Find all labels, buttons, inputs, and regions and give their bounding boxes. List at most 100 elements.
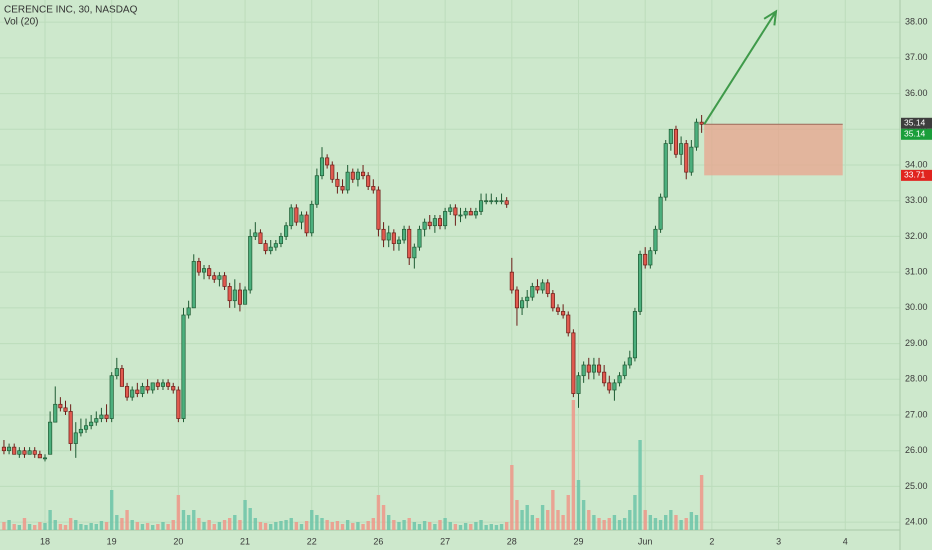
volume-bar (17, 525, 22, 530)
volume-bar (525, 505, 529, 530)
candle-body (617, 375, 622, 384)
volume-bar (581, 500, 586, 530)
volume-bar (351, 523, 355, 530)
volume-bar (602, 520, 606, 530)
candle-body (381, 228, 386, 241)
volume-bar (166, 524, 170, 530)
volume-bar (592, 515, 596, 530)
candle-body (155, 382, 160, 387)
candle-body (294, 207, 299, 223)
volume-bar (402, 520, 406, 530)
candle-body (453, 207, 458, 216)
volume-bar (684, 518, 688, 530)
candle-body (140, 386, 145, 394)
x-tick-label: 29 (573, 536, 583, 546)
candle-body (689, 146, 694, 173)
candle-body (73, 432, 78, 444)
candle-body (258, 232, 263, 244)
candle-body (694, 121, 699, 148)
volume-bar (43, 523, 47, 530)
candle-body (643, 253, 648, 266)
entry-badge (901, 128, 932, 140)
volume-bar (335, 521, 340, 530)
volume-bar (622, 518, 627, 530)
volume-bar (243, 500, 247, 530)
volume-bar (520, 510, 524, 530)
x-tick-label: 2 (709, 536, 714, 546)
candle-body (196, 261, 201, 273)
volume-bar (151, 525, 155, 530)
candle-body (520, 300, 525, 309)
volume-bar (84, 525, 88, 530)
volume-bar (7, 520, 11, 530)
volume-bar (12, 524, 16, 530)
volume-bar (612, 515, 617, 530)
candle-body (263, 243, 268, 252)
candle-body (576, 375, 581, 394)
volume-bar (171, 520, 175, 530)
volume-bar (33, 525, 37, 530)
volume-bar (53, 520, 57, 530)
volume-bar (376, 495, 381, 530)
candle-body (361, 171, 366, 177)
candle-body (109, 375, 114, 419)
candle-body (504, 200, 509, 205)
candle-body (119, 368, 124, 387)
volume-bar (186, 515, 191, 530)
volume-bar (202, 522, 206, 530)
volume-bar (664, 515, 668, 530)
volume-bar (453, 524, 458, 530)
volume-bar (310, 510, 314, 530)
candle-body (289, 207, 294, 227)
candle-body (632, 311, 637, 359)
volume-bar (381, 505, 386, 530)
volume-bar (294, 522, 299, 530)
volume-bar (356, 522, 360, 530)
candle-body (7, 446, 12, 452)
volume-bar (438, 520, 442, 530)
candle-body (217, 275, 222, 280)
candle-body (561, 311, 566, 316)
candle-body (191, 261, 196, 309)
volume-bar (694, 515, 699, 530)
candle-body (27, 450, 32, 455)
candle-body (627, 357, 632, 366)
volume-bar (125, 510, 129, 530)
candle-body (484, 200, 489, 203)
candle-body (530, 286, 535, 298)
candle-body (437, 218, 443, 227)
volume-bar (571, 400, 576, 530)
volume-bar (428, 522, 432, 530)
y-tick-label: 37.00 (905, 52, 928, 62)
candle-body (181, 314, 186, 419)
x-tick-label: 21 (240, 536, 250, 546)
volume-bar (212, 524, 216, 530)
volume-bar (689, 512, 694, 530)
candle-body (304, 214, 309, 234)
candle-body (212, 275, 217, 280)
arrow-head (763, 9, 778, 26)
volume-bar (299, 524, 304, 530)
candle-body (448, 207, 453, 212)
y-tick-label: 29.00 (905, 338, 928, 348)
volume-bar (304, 521, 309, 530)
volume-bar (248, 508, 252, 530)
candle-body (566, 314, 571, 334)
candle-body (407, 228, 412, 259)
volume-bar (345, 520, 350, 530)
y-tick-label: 24.00 (905, 517, 928, 527)
candle-body (607, 382, 612, 391)
volume-bar (433, 524, 437, 530)
candle-body (699, 121, 704, 125)
volume-bar (274, 522, 278, 530)
candle-body (37, 453, 42, 459)
volume-bar (443, 518, 447, 530)
volume-bar (140, 524, 145, 530)
candle-body (443, 211, 448, 227)
last-price-badge (901, 117, 932, 129)
volume-bar (551, 490, 555, 530)
y-tick-label: 25.00 (905, 481, 928, 491)
candle-body (555, 307, 561, 312)
volume-bar (669, 510, 673, 530)
volume-bar (674, 515, 678, 530)
